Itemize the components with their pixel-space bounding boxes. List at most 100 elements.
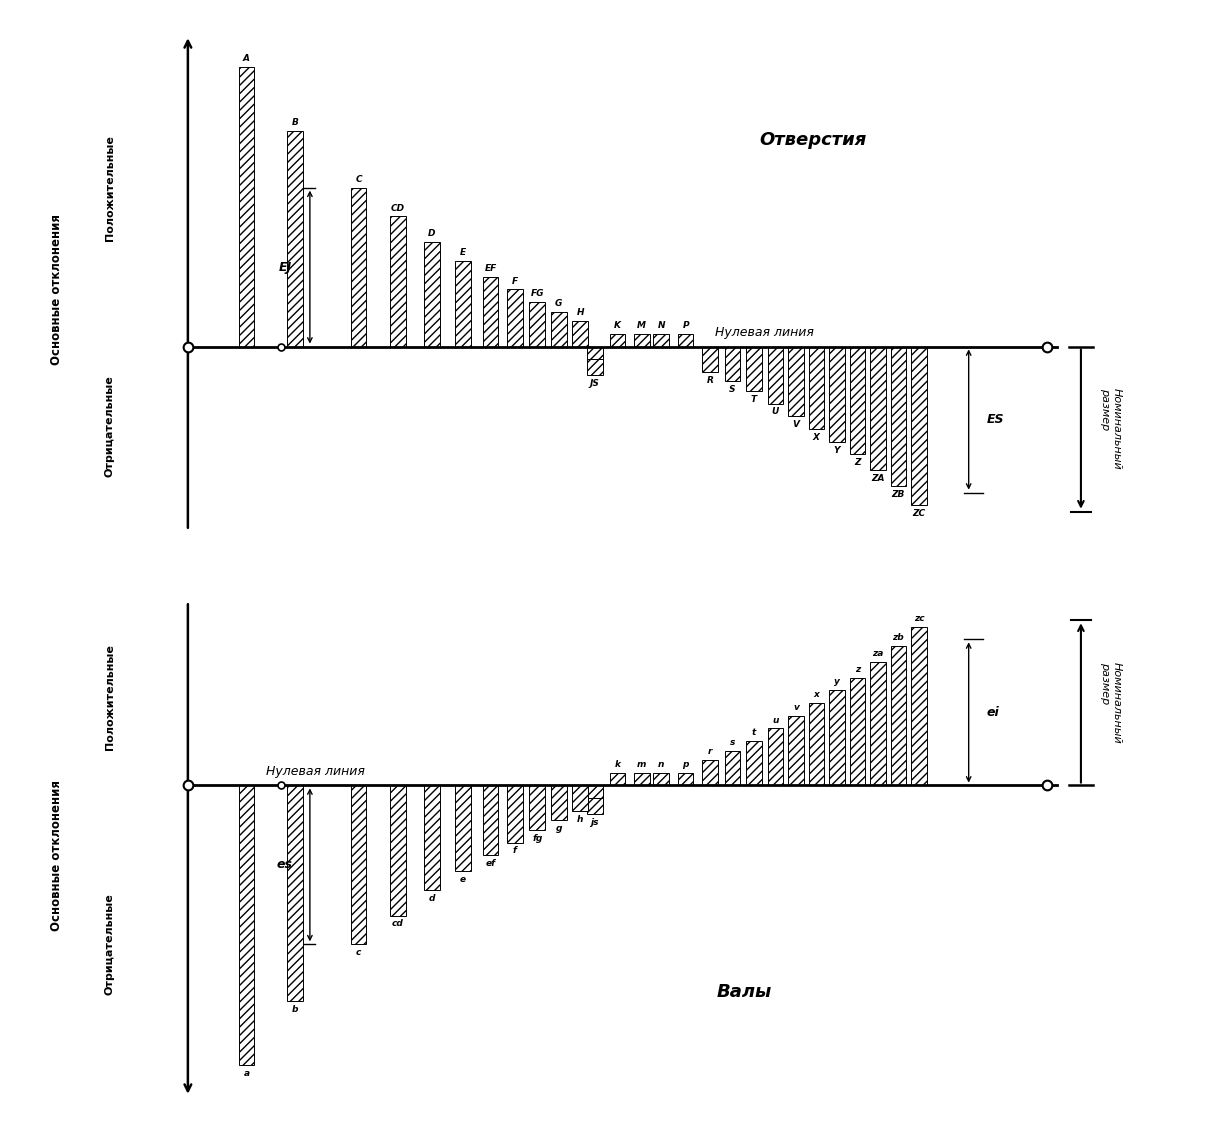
Bar: [634, 334, 649, 346]
Bar: [830, 346, 844, 441]
Text: Отрицательные: Отрицательные: [105, 893, 115, 995]
Bar: [572, 321, 588, 346]
Text: c: c: [356, 949, 361, 957]
Bar: [678, 334, 693, 346]
Bar: [455, 786, 471, 872]
Text: r: r: [708, 747, 712, 756]
Bar: [587, 359, 603, 375]
Bar: [551, 786, 566, 821]
Text: Основные отклонения: Основные отклонения: [50, 214, 62, 365]
Bar: [654, 334, 669, 346]
Bar: [870, 662, 886, 786]
Text: C: C: [355, 175, 362, 183]
Text: zc: zc: [914, 614, 925, 623]
Text: G: G: [555, 299, 562, 308]
Bar: [725, 346, 741, 381]
Text: H: H: [577, 308, 584, 317]
Text: P: P: [682, 321, 689, 331]
Text: j: j: [593, 801, 597, 811]
Text: J: J: [593, 363, 597, 372]
Text: k: k: [615, 760, 620, 769]
Text: R: R: [706, 376, 714, 385]
Text: ei: ei: [986, 706, 999, 719]
Bar: [911, 627, 927, 786]
Text: ES: ES: [986, 413, 1004, 426]
Text: ZC: ZC: [913, 509, 926, 518]
Text: F: F: [511, 276, 518, 285]
Text: z: z: [855, 664, 860, 674]
Bar: [483, 786, 498, 856]
Text: h: h: [577, 815, 583, 824]
Text: FG: FG: [531, 290, 544, 298]
Text: Нулевая линия: Нулевая линия: [266, 764, 365, 778]
Bar: [351, 188, 366, 346]
Text: p: p: [682, 760, 689, 769]
Text: g: g: [555, 824, 562, 833]
Bar: [572, 786, 588, 811]
Bar: [809, 346, 825, 429]
Text: B: B: [292, 118, 299, 127]
Bar: [634, 773, 649, 786]
Bar: [767, 728, 783, 786]
Text: Z: Z: [854, 458, 860, 468]
Bar: [551, 311, 566, 346]
Bar: [351, 786, 366, 944]
Bar: [288, 130, 303, 346]
Text: y: y: [834, 677, 839, 686]
Text: ef: ef: [486, 859, 495, 868]
Text: m: m: [637, 760, 647, 769]
Bar: [239, 67, 254, 346]
Text: zb: zb: [893, 633, 904, 642]
Text: f: f: [512, 847, 517, 856]
Text: n: n: [658, 760, 665, 769]
Text: es: es: [276, 858, 293, 872]
Bar: [725, 751, 741, 786]
Bar: [767, 346, 783, 404]
Bar: [747, 346, 761, 391]
Text: u: u: [772, 715, 778, 724]
Text: E: E: [460, 248, 466, 257]
Bar: [788, 346, 804, 417]
Text: T: T: [750, 395, 758, 404]
Text: JS: JS: [590, 379, 600, 388]
Text: ZA: ZA: [871, 474, 884, 483]
Text: s: s: [730, 738, 736, 747]
Bar: [529, 786, 545, 830]
Bar: [849, 346, 865, 454]
Bar: [587, 346, 603, 359]
Text: b: b: [292, 1005, 299, 1014]
Text: CD: CD: [390, 204, 405, 213]
Text: a: a: [243, 1069, 250, 1078]
Text: EF: EF: [484, 264, 497, 273]
Bar: [891, 645, 906, 786]
Text: K: K: [614, 321, 621, 331]
Bar: [703, 760, 717, 786]
Bar: [610, 773, 625, 786]
Text: d: d: [428, 894, 436, 903]
Bar: [529, 302, 545, 346]
Text: S: S: [730, 385, 736, 394]
Bar: [788, 715, 804, 786]
Bar: [483, 276, 498, 346]
Bar: [870, 346, 886, 470]
Bar: [390, 216, 405, 346]
Text: e: e: [460, 875, 466, 884]
Text: N: N: [658, 321, 665, 331]
Text: M: M: [637, 321, 647, 331]
Bar: [610, 334, 625, 346]
Text: za: za: [872, 649, 883, 658]
Bar: [455, 260, 471, 346]
Text: Положительные: Положительные: [105, 644, 115, 749]
Bar: [911, 346, 927, 505]
Bar: [809, 703, 825, 786]
Text: Номинальный
размер: Номинальный размер: [1100, 388, 1122, 470]
Bar: [849, 678, 865, 786]
Text: EJ: EJ: [279, 260, 293, 274]
Text: Отрицательные: Отрицательные: [105, 375, 115, 477]
Text: t: t: [752, 728, 756, 737]
Text: Y: Y: [833, 446, 841, 455]
Text: Положительные: Положительные: [105, 135, 115, 241]
Bar: [830, 691, 844, 786]
Bar: [239, 786, 254, 1065]
Text: js: js: [590, 818, 599, 826]
